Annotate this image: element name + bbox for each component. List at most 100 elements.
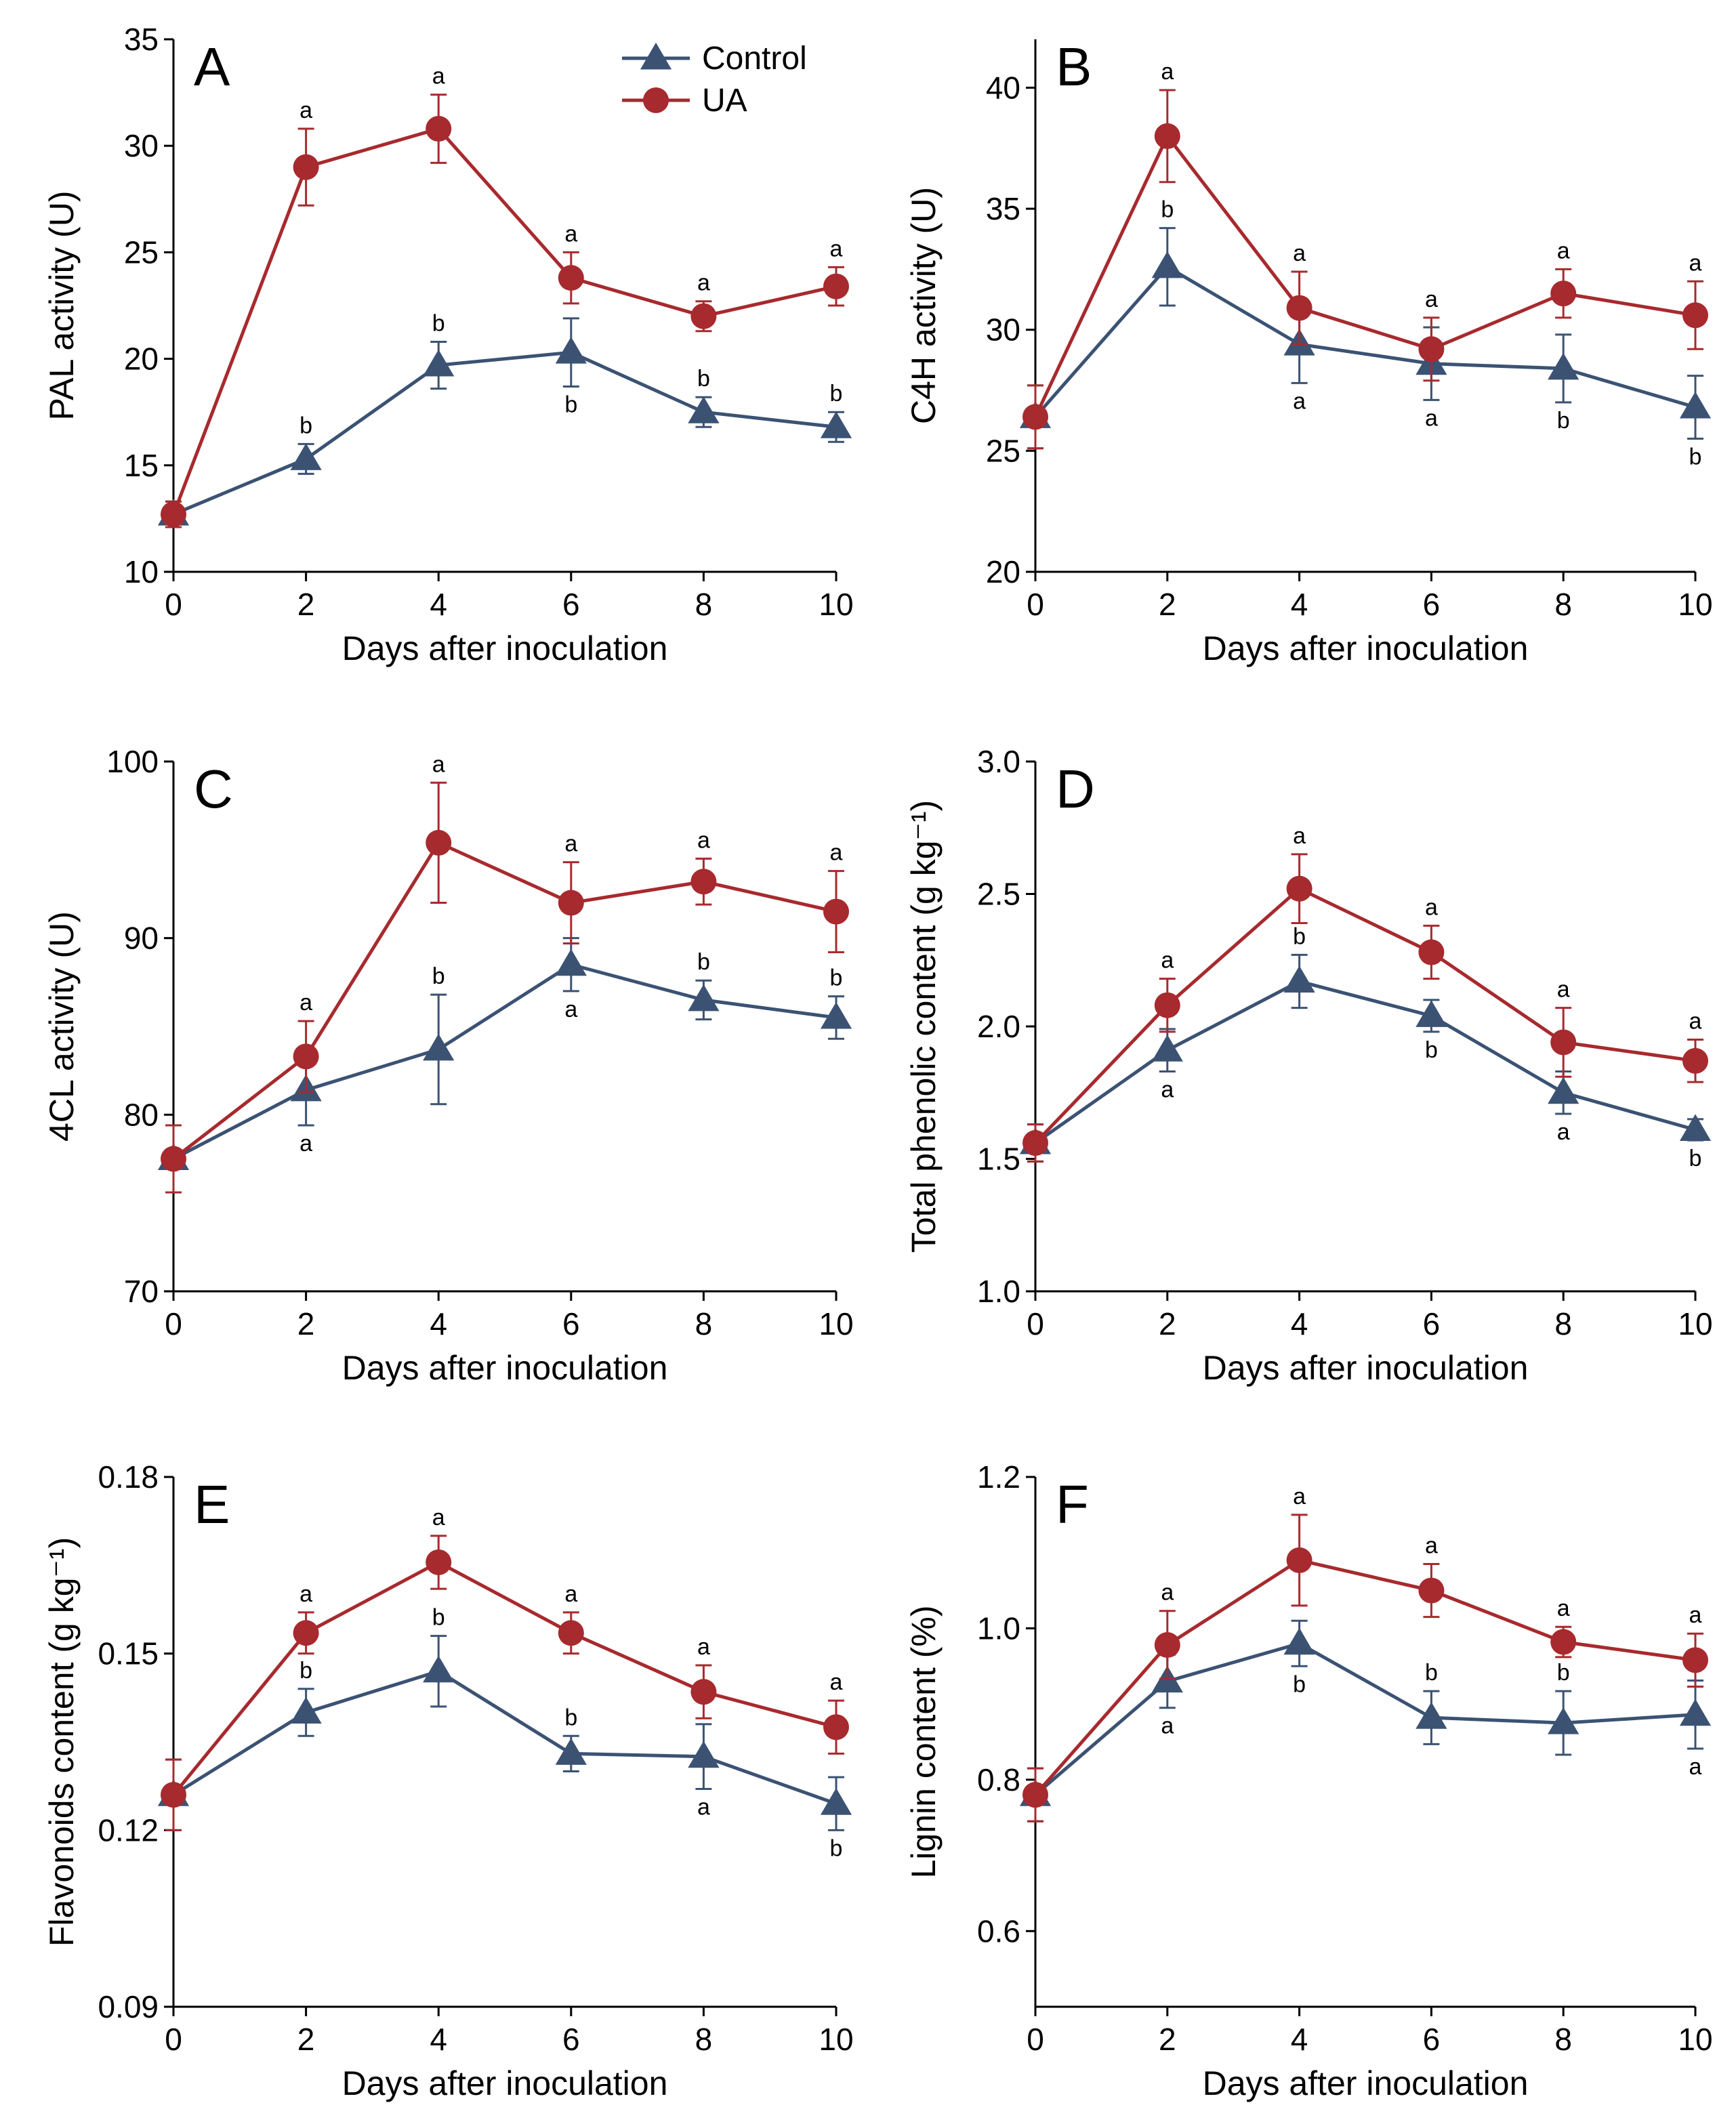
x-tick-label: 8 (695, 587, 713, 622)
x-axis-title: Days after inoculation (342, 1349, 668, 1387)
significance-label: b (299, 413, 312, 438)
y-tick-label: 35 (986, 191, 1020, 226)
x-tick-label: 2 (297, 1306, 315, 1341)
series-ua: a a a a a (161, 1505, 849, 1831)
x-tick-label: 4 (430, 587, 447, 622)
circle-marker (1022, 1782, 1048, 1808)
y-tick-label: 30 (986, 312, 1020, 348)
x-tick-label: 4 (430, 1306, 447, 1341)
triangle-marker (1283, 1627, 1315, 1655)
significance-label: a (697, 270, 710, 296)
y-tick-label: 0.12 (98, 1812, 159, 1848)
panel-letter: B (1056, 37, 1092, 97)
x-tick-label: 2 (1159, 2022, 1176, 2057)
circle-marker (1550, 1629, 1577, 1655)
circle-marker (1286, 875, 1313, 902)
series-line (1034, 886, 1696, 1144)
triangle-marker (555, 1738, 587, 1765)
triangle-marker (555, 337, 587, 364)
x-tick-label: 0 (165, 587, 182, 622)
triangle-marker (1415, 1000, 1447, 1027)
significance-label: b (1293, 923, 1306, 949)
circle-marker (1682, 1047, 1708, 1074)
circle-marker (161, 1146, 186, 1172)
significance-label: b (432, 1605, 445, 1631)
significance-label: b (830, 1835, 843, 1861)
x-tick-label: 10 (1678, 1306, 1712, 1341)
significance-label: b (697, 949, 710, 975)
series-ua: a a a a a (161, 64, 849, 528)
x-tick-label: 10 (1678, 2022, 1712, 2057)
series-ua: a a a a a (1022, 1484, 1708, 1822)
circle-marker (1022, 404, 1048, 430)
significance-label: b (432, 310, 445, 336)
y-axis-title: Total phenolic content (g kg⁻¹) (905, 800, 943, 1253)
circle-marker (1682, 1647, 1708, 1673)
y-tick-label: 80 (124, 1097, 159, 1132)
series-line (1034, 979, 1696, 1145)
x-tick-label: 6 (1423, 1306, 1441, 1341)
circle-marker (1418, 939, 1445, 965)
circle-marker (161, 1782, 186, 1808)
circle-marker (823, 273, 849, 299)
series-ua: a a a a a (161, 751, 849, 1194)
circle-marker (690, 1679, 717, 1705)
significance-label: b (1689, 444, 1702, 470)
y-tick-label: 30 (124, 128, 159, 163)
significance-label: b (299, 1658, 312, 1684)
significance-label: a (564, 1581, 577, 1607)
y-axis-title: C4H activity (U) (905, 187, 943, 424)
x-axis-title: Days after inoculation (342, 2064, 668, 2102)
significance-label: a (1293, 241, 1306, 266)
significance-label: a (1293, 823, 1306, 849)
x-tick-label: 2 (297, 2022, 315, 2057)
triangle-marker (1679, 1114, 1712, 1141)
circle-marker (1418, 1577, 1445, 1604)
x-axis-title: Days after inoculation (1203, 2064, 1529, 2102)
circle-marker (1550, 280, 1577, 307)
y-tick-label: 100 (106, 744, 159, 779)
circle-marker (1154, 123, 1180, 149)
significance-label: b (1293, 1671, 1306, 1697)
panel-b: 0 2 4 6 8 10 20 25 30 35 40 Days after inoculation C… (905, 37, 1713, 667)
circle-marker (1682, 302, 1708, 329)
panel-d: 0 2 4 6 8 10 1.0 1.5 2.0 2.5 3.0 Days after inocula… (905, 744, 1713, 1387)
x-tick-label: 4 (1291, 2022, 1308, 2057)
x-tick-label: 8 (1554, 2022, 1572, 2057)
series-line (172, 1669, 837, 1806)
circle-marker (426, 829, 452, 856)
x-tick-label: 2 (1159, 587, 1176, 622)
significance-label: a (432, 751, 445, 777)
significance-label: b (564, 1705, 577, 1730)
circle-marker (690, 303, 717, 329)
circle-marker (426, 116, 452, 142)
significance-label: a (697, 827, 710, 853)
significance-label: a (1689, 250, 1702, 276)
triangle-marker (820, 411, 852, 438)
y-tick-label: 1.0 (977, 1274, 1020, 1309)
circle-marker (558, 265, 584, 291)
panel-letter: A (194, 37, 230, 97)
panel-letter: D (1056, 759, 1095, 819)
legend-triangle-marker (640, 42, 672, 70)
significance-label: a (1425, 1533, 1438, 1558)
series-line (1034, 264, 1696, 418)
legend-circle-marker (643, 87, 669, 113)
y-tick-label: 0.18 (98, 1459, 159, 1495)
triangle-marker (290, 1696, 322, 1724)
y-axis-title: Lignin content (%) (905, 1605, 943, 1878)
significance-label: a (1557, 1596, 1570, 1621)
y-tick-label: 20 (124, 341, 159, 377)
significance-label: a (1689, 1009, 1702, 1035)
series-line (1034, 1558, 1696, 1796)
x-tick-label: 6 (562, 1306, 580, 1341)
significance-label: a (697, 1634, 710, 1660)
significance-label: a (830, 1669, 843, 1695)
x-axis-title: Days after inoculation (1203, 1349, 1529, 1387)
triangle-marker (1548, 352, 1579, 380)
significance-label: a (1557, 977, 1570, 1003)
y-tick-label: 2.5 (977, 877, 1020, 912)
circle-marker (293, 1620, 319, 1646)
y-tick-label: 0.6 (977, 1913, 1020, 1948)
